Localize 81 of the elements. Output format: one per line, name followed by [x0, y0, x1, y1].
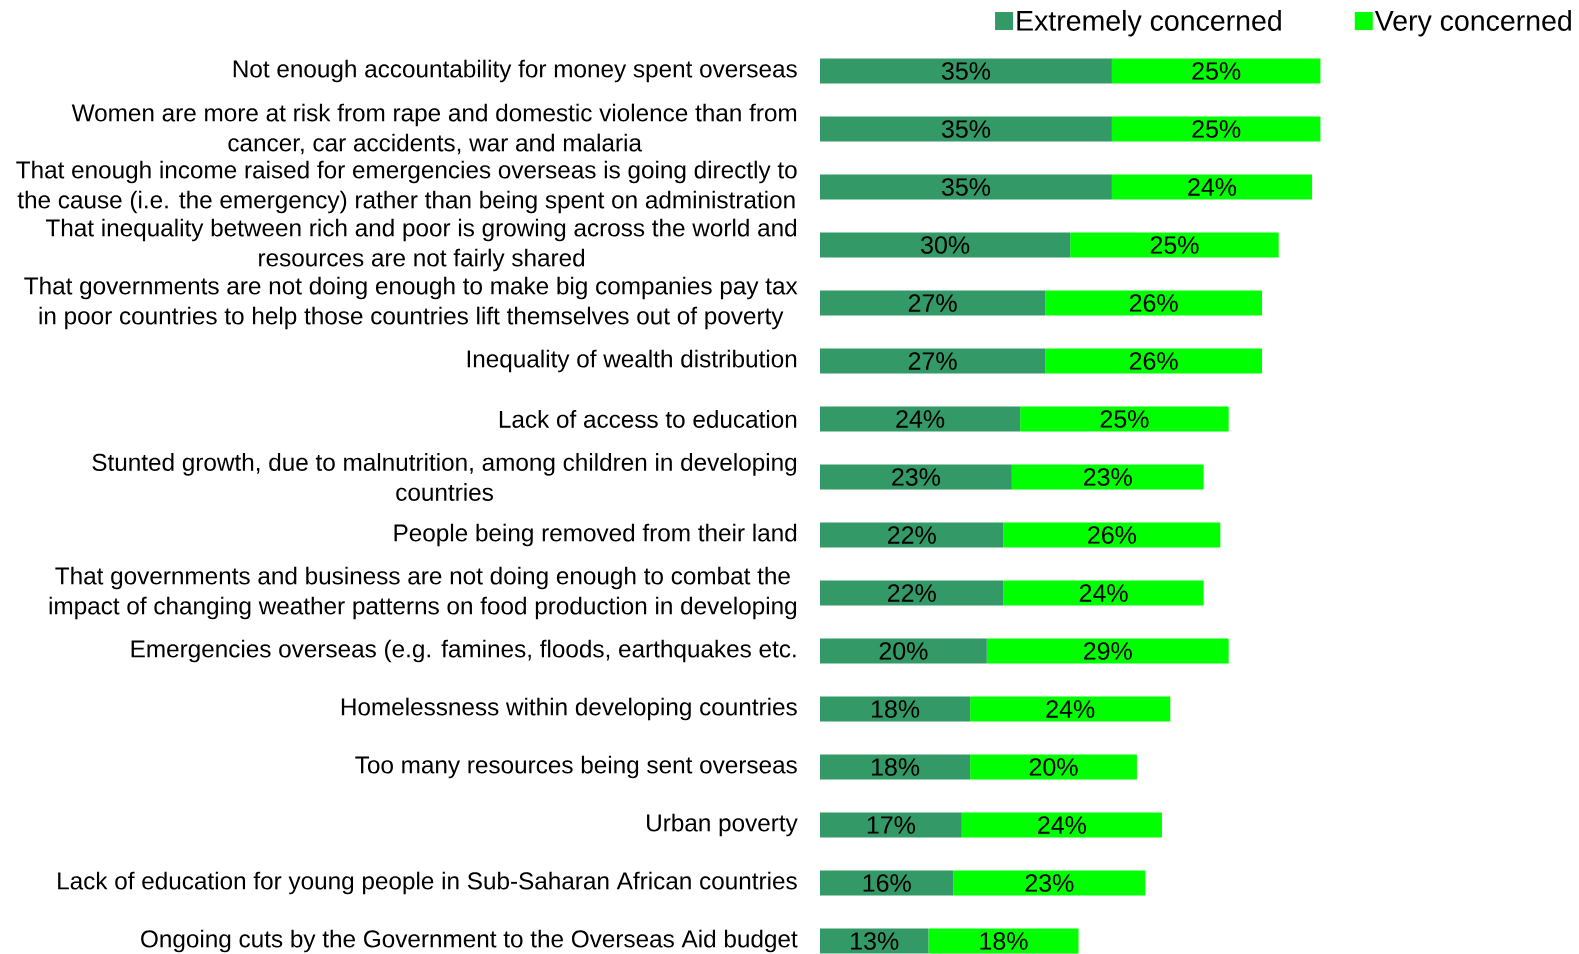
y-tick-label: Emergencies overseas (e.g. famines, floods, earthquakes etc. [131, 639, 796, 663]
data-label: 22% [887, 526, 936, 544]
legend-label: Very concerned [1374, 9, 1571, 37]
data-label: 20% [1029, 758, 1078, 776]
bar [820, 580, 1004, 606]
data-label: 25% [1150, 236, 1199, 254]
y-tick-label: Homelessness within developing countries [341, 697, 797, 721]
y-tick-label: Not enough accountability for money spent overseas [233, 59, 797, 83]
data-label: 18% [980, 932, 1028, 950]
bar [1003, 522, 1221, 548]
y-tick-label: Women are more at risk from rape and domestic violence than from cancer, car accidents, war and malaria [71, 103, 797, 155]
bar [1011, 464, 1204, 490]
y-tick-label: Lack of education for young people in Sub-Saharan African countries [58, 871, 797, 895]
y-tick-label: Ongoing cuts by the Government to the Overseas Aid budget [141, 929, 798, 953]
data-label: 35% [941, 178, 991, 196]
y-tick-label: Urban poverty [647, 813, 798, 837]
bar [1111, 116, 1321, 142]
data-label: 24% [1079, 584, 1128, 602]
bar [820, 232, 1071, 258]
bar [928, 928, 1079, 954]
bar [820, 348, 1046, 374]
bar [961, 812, 1162, 838]
bar [820, 812, 962, 838]
bar [820, 174, 1112, 200]
data-label: 35% [941, 62, 991, 80]
y-tick-label: That enough income raised for emergencies overseas is going directly to the cause (i.e. the emergency) rather than being spent on administration [16, 160, 797, 214]
bar [820, 58, 1112, 84]
data-label: 26% [1129, 352, 1178, 370]
data-label: 25% [1192, 120, 1241, 138]
bar [1070, 232, 1279, 258]
bar [1045, 348, 1263, 374]
bar [820, 870, 954, 896]
data-label: 24% [896, 410, 945, 428]
bar [820, 290, 1046, 316]
data-label: 30% [921, 236, 970, 254]
data-label: 27% [908, 294, 957, 312]
data-label: 26% [1129, 294, 1178, 312]
bar [970, 754, 1137, 780]
data-label: 16% [863, 874, 911, 892]
y-tick-label: Lack of access to education [499, 410, 797, 428]
data-label: 23% [1025, 874, 1074, 892]
data-label: 17% [867, 816, 916, 834]
bar [953, 870, 1146, 896]
data-label: 18% [871, 700, 920, 718]
bar [820, 464, 1012, 490]
bar [820, 522, 1004, 548]
bar [986, 638, 1229, 664]
bar [1111, 174, 1313, 200]
y-tick-label: Inequality of wealth distribution [467, 349, 797, 373]
data-label: 18% [871, 758, 920, 776]
bar [820, 638, 987, 664]
data-label: 20% [879, 642, 928, 660]
bar [1020, 406, 1229, 432]
data-label: 27% [908, 352, 957, 370]
y-tick-label: Too many resources being sent overseas [355, 755, 797, 779]
data-label: 29% [1083, 642, 1132, 660]
bar [820, 406, 1021, 432]
y-tick-label: Stunted growth, due to malnutrition, among children in developing countries [92, 453, 797, 501]
y-tick-label: That governments are not doing enough to make big companies pay tax in poor countries to help those countries lift themselves out of poverty [24, 276, 798, 330]
data-label: 23% [892, 468, 941, 486]
bar [970, 696, 1171, 722]
y-tick-label: That governments and business are not doing enough to combat the impact of changing weather patterns on food production in developing [49, 566, 797, 620]
bar [1045, 290, 1263, 316]
data-label: 25% [1192, 62, 1241, 80]
bar [820, 696, 971, 722]
y-tick-label: People being removed from their land [394, 523, 797, 547]
bar [820, 116, 1112, 142]
data-label: 22% [887, 584, 936, 602]
bar [1003, 580, 1204, 606]
data-label: 35% [941, 120, 991, 138]
data-label: 25% [1100, 410, 1149, 428]
data-label: 24% [1046, 700, 1095, 718]
data-label: 23% [1083, 468, 1132, 486]
y-tick-label: That inequality between rich and poor is growing across the world and resources are not fairly shared [45, 218, 797, 272]
data-label: 13% [851, 932, 899, 950]
bar [1111, 58, 1321, 84]
data-label: 24% [1038, 816, 1086, 834]
legend-label: Extremely concerned [1017, 9, 1281, 37]
bar [820, 754, 971, 780]
data-label: 26% [1088, 526, 1137, 544]
data-label: 24% [1188, 178, 1237, 196]
